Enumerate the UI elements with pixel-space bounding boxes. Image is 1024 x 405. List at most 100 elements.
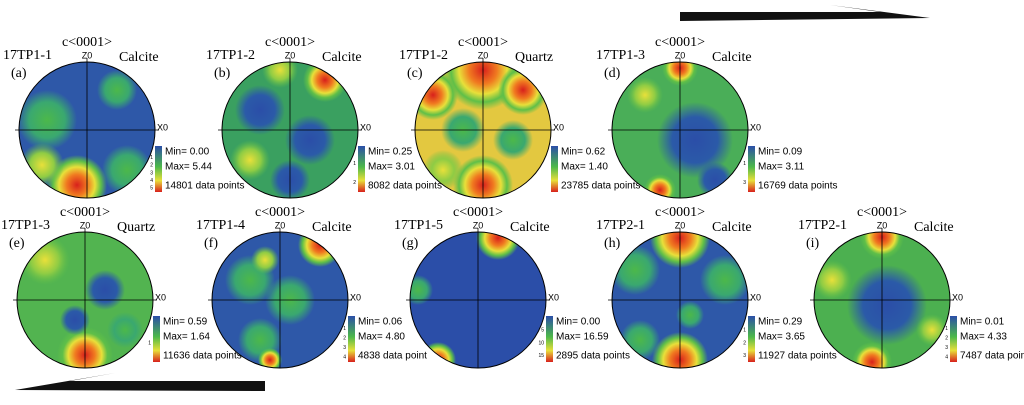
sample-label: 17TP1-3 [596, 48, 645, 63]
max-label: Max= 1.40 [561, 162, 608, 173]
x-label: X0 [155, 292, 166, 302]
sample-label: 17TP1-4 [196, 218, 245, 233]
density-blob [657, 102, 733, 178]
z-label: Z0 [675, 50, 686, 60]
x-label: X0 [750, 122, 761, 132]
mineral-label: Calcite [712, 50, 752, 65]
density-blob [235, 85, 285, 135]
density-blob [700, 255, 748, 305]
colorbar-tick: 3 [945, 345, 948, 351]
colorbar-tick: 3 [743, 180, 746, 186]
colorbar-tick: 3 [343, 345, 346, 351]
x-label: X0 [360, 122, 371, 132]
density-blob [697, 162, 733, 198]
shear-arrow [15, 373, 265, 391]
pole-figure-panel: c<0001> 17TP1-5 (g) Calcite Z0 X0 5 10 15 Min= 0.… [394, 205, 630, 369]
min-label: Min= 0.09 [758, 147, 803, 158]
colorbar-tick: 2 [945, 336, 948, 342]
density-blob [60, 305, 90, 335]
axis-title: c<0001> [60, 205, 110, 220]
pole-figure-panel: c<0001> 17TP1-2 (c) Quartz Z0 X0 Min= 0.62 Max=… [399, 35, 641, 199]
axis-title: c<0001> [655, 205, 705, 220]
max-label: Max= 5.44 [165, 162, 212, 173]
colorbar [153, 316, 160, 362]
density-blob [814, 260, 852, 300]
panel-letter: (f) [204, 236, 218, 251]
colorbar [155, 146, 162, 192]
panel-letter: (i) [806, 236, 820, 251]
density-blob [627, 77, 663, 113]
colorbar-tick: 5 [150, 186, 153, 192]
density-blob [493, 120, 533, 160]
colorbar [950, 316, 957, 362]
colorbar-tick: 2 [343, 336, 346, 342]
colorbar-tick: 10 [538, 340, 544, 346]
points-label: 7487 data points [960, 351, 1024, 362]
colorbar-tick: 1 [743, 161, 746, 167]
mineral-label: Calcite [312, 220, 352, 235]
colorbar-tick: 1 [343, 326, 346, 332]
density-blob [410, 275, 433, 305]
z-label: Z0 [675, 220, 686, 230]
colorbar-tick: 3 [743, 353, 746, 359]
sample-label: 17TP1-2 [206, 48, 255, 63]
density-blob [20, 235, 70, 285]
density-blob [676, 301, 704, 329]
panel-letter: (g) [402, 236, 419, 251]
density-blob [230, 140, 270, 180]
pole-figure-panel: c<0001> 17TP1-3 (e) Quartz Z0 X0 1 Min= 0.59 Max… [1, 205, 242, 369]
points-label: 14801 data points [165, 181, 245, 192]
colorbar-tick: 2 [353, 180, 356, 186]
z-label: Z0 [82, 50, 93, 60]
z-label: Z0 [275, 220, 286, 230]
mineral-label: Calcite [914, 220, 954, 235]
points-label: 4838 data point [358, 351, 427, 362]
panel-letter: (a) [11, 66, 27, 81]
density-blob [262, 62, 298, 88]
mineral-label: Calcite [510, 220, 550, 235]
sample-label: 17TP2-1 [798, 218, 847, 233]
mineral-label: Calcite [712, 220, 752, 235]
x-label: X0 [750, 292, 761, 302]
sample-label: 17TP1-1 [3, 48, 52, 63]
x-label: X0 [350, 292, 361, 302]
points-label: 23785 data points [561, 181, 641, 192]
sample-label: 17TP1-3 [1, 218, 50, 233]
panel-letter: (e) [9, 236, 25, 251]
colorbar-tick: 3 [150, 170, 153, 176]
points-label: 8082 data points [368, 181, 442, 192]
axis-title: c<0001> [62, 35, 112, 50]
mineral-label: Quartz [515, 50, 553, 65]
min-label: Min= 0.06 [358, 317, 403, 328]
points-label: 2895 data points [556, 351, 630, 362]
colorbar-tick: 1 [743, 328, 746, 334]
z-label: Z0 [473, 220, 484, 230]
max-label: Max= 1.64 [163, 332, 210, 343]
x-label: X0 [952, 292, 963, 302]
mineral-label: Quartz [117, 220, 155, 235]
max-label: Max= 4.33 [960, 332, 1007, 343]
colorbar-tick: 1 [353, 161, 356, 167]
axis-title: c<0001> [655, 35, 705, 50]
colorbar-tick: 2 [150, 163, 153, 169]
density-blob [644, 174, 676, 198]
z-label: Z0 [285, 50, 296, 60]
x-label: X0 [553, 122, 564, 132]
axis-title: c<0001> [857, 205, 907, 220]
colorbar-tick: 4 [343, 355, 346, 361]
colorbar-tick: 2 [743, 340, 746, 346]
z-label: Z0 [478, 50, 489, 60]
panel-letter: (h) [604, 236, 621, 251]
colorbar [358, 146, 365, 192]
min-label: Min= 0.00 [556, 317, 601, 328]
max-label: Max= 3.01 [368, 162, 415, 173]
density-blob [476, 232, 520, 260]
density-blob [847, 265, 927, 345]
mineral-label: Calcite [322, 50, 362, 65]
density-blob [97, 70, 137, 110]
colorbar [748, 316, 755, 362]
min-label: Min= 0.29 [758, 317, 803, 328]
axis-title: c<0001> [265, 35, 315, 50]
